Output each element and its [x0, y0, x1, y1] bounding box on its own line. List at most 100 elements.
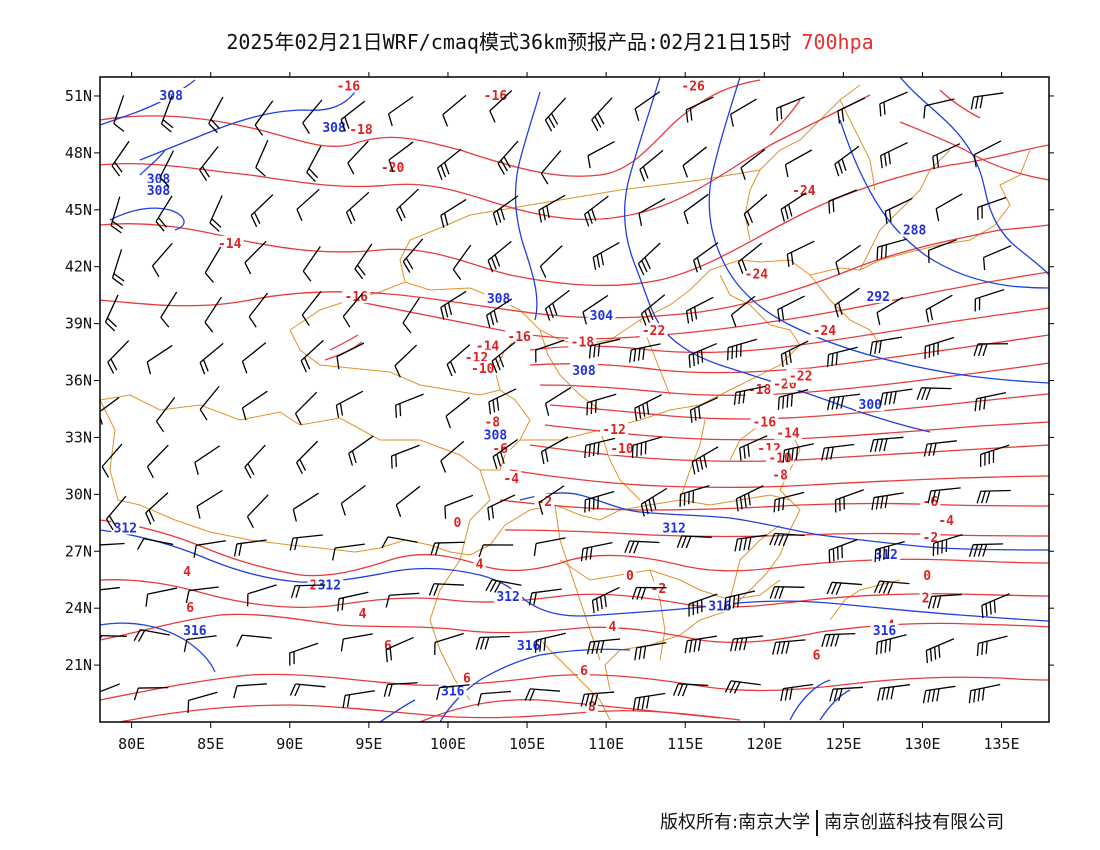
- wind-barb: [540, 436, 569, 465]
- wind-barb: [487, 240, 512, 273]
- geopotential-label-bg: [660, 520, 689, 535]
- wind-barb: [979, 444, 1010, 468]
- wind-barb: [434, 632, 464, 655]
- wind-barb: [976, 635, 1008, 657]
- temperature-label: 6: [186, 601, 194, 616]
- wind-barb: [730, 295, 756, 327]
- wind-barb: [740, 148, 766, 180]
- temperature-label-bg: [490, 440, 511, 455]
- temperature-label: 0: [923, 569, 931, 584]
- wind-barb: [255, 139, 269, 177]
- geopotential-label-bg: [144, 182, 173, 197]
- wind-barb: [826, 393, 861, 411]
- lon-label: 110E: [588, 735, 624, 753]
- wind-barb: [199, 342, 224, 375]
- temperature-label-bg: [921, 567, 934, 582]
- wind-barb: [395, 393, 424, 418]
- temperature-label: 6: [813, 649, 821, 664]
- temperature-label-bg: [462, 349, 491, 364]
- wind-barb: [582, 294, 609, 325]
- wind-barb: [876, 238, 907, 260]
- lon-label: 135E: [983, 735, 1019, 753]
- wind-barb: [583, 195, 609, 227]
- temperature-label-bg: [451, 514, 464, 529]
- wind-barb: [923, 440, 957, 457]
- wind-barb: [145, 587, 178, 607]
- wind-barb: [440, 198, 467, 228]
- wind-barb: [133, 686, 169, 701]
- wind-barb: [340, 633, 373, 652]
- geopotential-label: 308: [322, 121, 346, 136]
- temperature-label-bg: [639, 323, 668, 338]
- wind-barb: [209, 195, 223, 232]
- wind-barb: [347, 140, 369, 175]
- wind-barb: [388, 141, 414, 173]
- wind-barb: [208, 96, 224, 134]
- temperature-label-bg: [482, 414, 503, 429]
- labels-layer: -16-16-18-20-26-24-14-16-24-24-14-16-18-…: [111, 78, 957, 715]
- wind-barb: [337, 591, 369, 612]
- wind-barb: [634, 641, 667, 661]
- wind-barb: [685, 96, 714, 123]
- wind-barb: [402, 238, 424, 273]
- copyright-right: 南京创蓝科技有限公司: [824, 812, 1005, 833]
- wind-barb: [821, 443, 855, 461]
- wind-barb: [773, 491, 805, 513]
- wind-barb: [199, 146, 219, 182]
- geopotential-label: 316: [441, 685, 465, 700]
- temperature-label: -10: [471, 362, 495, 377]
- wind-barb: [292, 492, 319, 522]
- wind-barb: [932, 533, 963, 556]
- geopotential-label-bg: [315, 577, 344, 592]
- wind-barb: [244, 444, 266, 479]
- wind-barb: [104, 294, 119, 332]
- wind-barb: [835, 244, 861, 275]
- wind-barb: [105, 495, 127, 531]
- geopotential-label: 316: [517, 639, 541, 654]
- temperature-label: -18: [571, 336, 595, 351]
- wind-barb: [345, 191, 370, 225]
- wind-barb: [837, 97, 866, 124]
- geopotential-label: 308: [147, 184, 171, 199]
- wind-barb: [737, 242, 763, 274]
- temperature-label-bg: [679, 78, 708, 93]
- wind-barb: [729, 635, 764, 652]
- wind-barb: [248, 292, 269, 328]
- wind-barb: [534, 632, 566, 653]
- temperature-label-bg: [919, 590, 932, 605]
- wind-barb: [927, 487, 961, 504]
- lat-label: 45N: [65, 201, 92, 219]
- temperature-label-bg: [468, 361, 497, 376]
- temperature-label-bg: [936, 512, 957, 527]
- wind-barb: [981, 593, 1010, 619]
- wind-barb: [183, 635, 217, 653]
- wind-barb: [932, 143, 961, 170]
- wind-barb: [973, 343, 1008, 357]
- wind-barb: [925, 294, 953, 323]
- temperature-label-bg: [346, 122, 375, 137]
- wind-barb: [777, 388, 809, 410]
- temperature-label-bg: [473, 556, 486, 571]
- wind-barb: [869, 436, 904, 453]
- wind-barb: [193, 540, 226, 558]
- wind-barb: [782, 443, 814, 463]
- wind-barb: [879, 388, 913, 406]
- lon-label: 115E: [667, 735, 703, 753]
- wind-barb: [592, 242, 620, 270]
- wind-barb: [688, 593, 718, 617]
- geopotential-label: 304: [590, 309, 614, 324]
- temperature-label: -16: [344, 290, 368, 305]
- temperature-label: -16: [753, 415, 777, 430]
- wind-barb: [580, 542, 613, 562]
- temperature-label: -4: [938, 514, 954, 529]
- lon-label: 120E: [746, 735, 782, 753]
- geopotential-label-bg: [320, 120, 349, 135]
- pressure-level: 700hpa: [801, 30, 874, 54]
- temperature-label: 6: [384, 639, 392, 654]
- geopotential-label: 312: [496, 590, 519, 605]
- wind-barb: [485, 579, 522, 593]
- temperature-label: -8: [772, 468, 788, 483]
- wind-barb: [640, 487, 668, 517]
- wind-barb: [735, 485, 764, 512]
